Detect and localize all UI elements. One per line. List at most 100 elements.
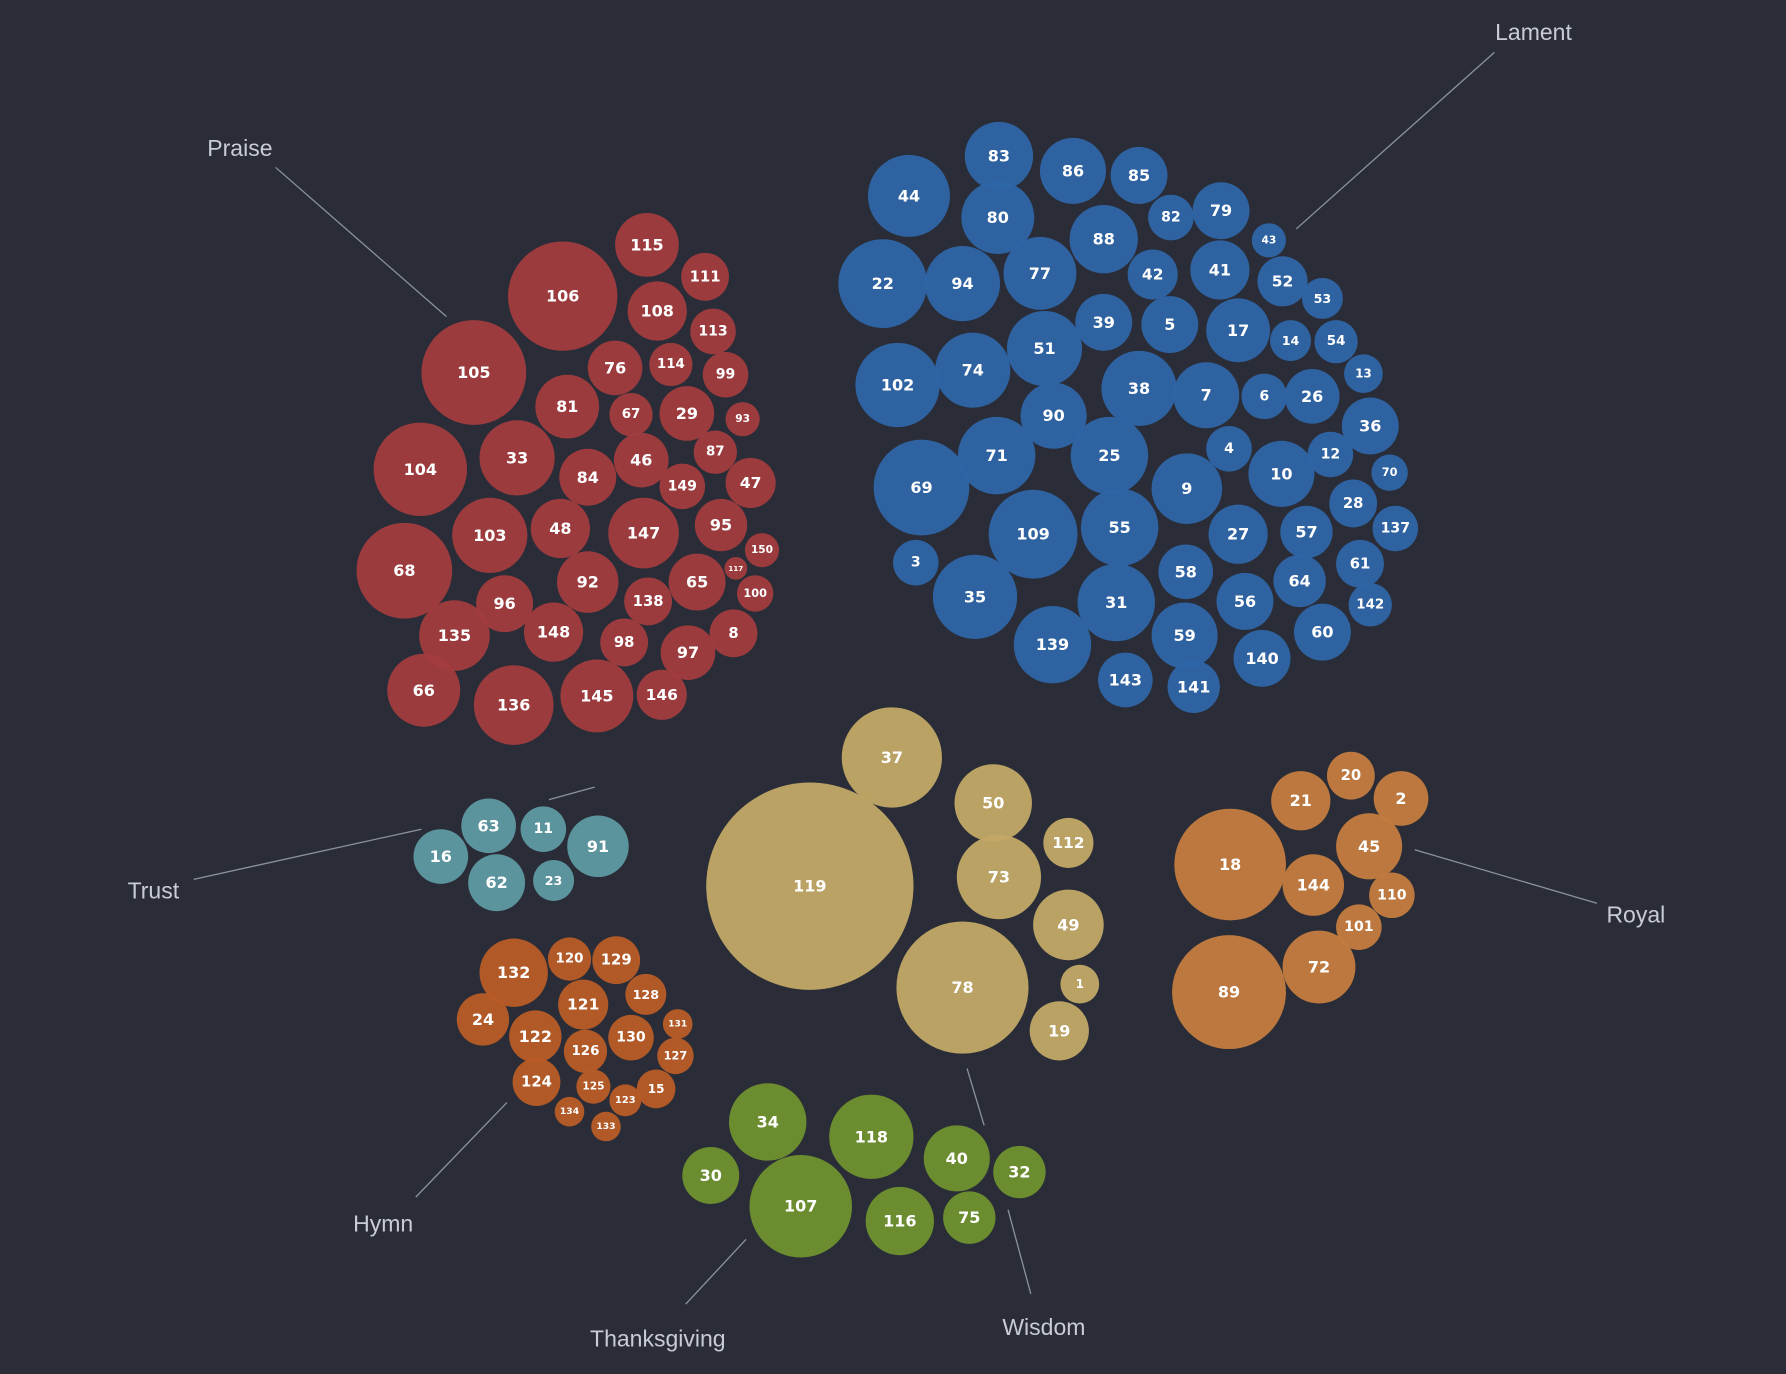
bubble-psalm-25[interactable]: 25 <box>1070 416 1149 495</box>
bubble-psalm-68[interactable]: 68 <box>356 522 453 619</box>
bubble-circle[interactable] <box>924 246 1001 322</box>
bubble-circle[interactable] <box>1148 194 1194 241</box>
bubble-psalm-106[interactable]: 106 <box>508 241 618 351</box>
bubble-circle[interactable] <box>961 181 1035 255</box>
bubble-psalm-42[interactable]: 42 <box>1127 249 1178 300</box>
bubble-circle[interactable] <box>1341 397 1399 455</box>
bubble-circle[interactable] <box>1273 554 1326 608</box>
bubble-circle[interactable] <box>1280 505 1333 559</box>
bubble-circle[interactable] <box>1029 1001 1089 1061</box>
bubble-circle[interactable] <box>865 1186 935 1256</box>
bubble-psalm-126[interactable]: 126 <box>563 1029 608 1073</box>
bubble-psalm-101[interactable]: 101 <box>1336 904 1382 950</box>
bubble-circle[interactable] <box>1216 572 1274 630</box>
bubble-circle[interactable] <box>1013 605 1092 684</box>
bubble-circle[interactable] <box>1336 904 1382 950</box>
bubble-circle[interactable] <box>668 553 726 611</box>
bubble-psalm-118[interactable]: 118 <box>829 1094 914 1179</box>
bubble-psalm-119[interactable]: 119 <box>706 782 914 990</box>
bubble-circle[interactable] <box>636 669 687 720</box>
bubble-circle[interactable] <box>1233 629 1291 687</box>
bubble-psalm-48[interactable]: 48 <box>530 498 591 559</box>
bubble-psalm-135[interactable]: 135 <box>419 600 490 671</box>
bubble-psalm-122[interactable]: 122 <box>509 1010 562 1063</box>
bubble-psalm-145[interactable]: 145 <box>560 659 634 733</box>
bubble-circle[interactable] <box>1151 453 1223 524</box>
bubble-psalm-76[interactable]: 76 <box>587 340 643 396</box>
bubble-circle[interactable] <box>508 241 618 351</box>
bubble-psalm-47[interactable]: 47 <box>725 457 776 509</box>
bubble-circle[interactable] <box>932 554 1018 639</box>
bubble-psalm-77[interactable]: 77 <box>1003 236 1077 310</box>
bubble-circle[interactable] <box>659 463 706 510</box>
bubble-circle[interactable] <box>649 342 693 387</box>
bubble-psalm-65[interactable]: 65 <box>668 553 726 611</box>
bubble-circle[interactable] <box>1192 182 1250 240</box>
bubble-psalm-114[interactable]: 114 <box>649 342 693 387</box>
bubble-circle[interactable] <box>1284 369 1340 424</box>
bubble-circle[interactable] <box>576 1069 611 1104</box>
bubble-psalm-46[interactable]: 46 <box>613 432 669 488</box>
bubble-circle[interactable] <box>1127 249 1178 300</box>
bubble-psalm-107[interactable]: 107 <box>749 1154 852 1258</box>
bubble-psalm-12[interactable]: 12 <box>1307 431 1354 478</box>
bubble-psalm-137[interactable]: 137 <box>1372 505 1419 552</box>
bubble-circle[interactable] <box>1270 320 1312 362</box>
bubble-circle[interactable] <box>556 551 619 613</box>
bubble-circle[interactable] <box>660 625 716 681</box>
bubble-psalm-71[interactable]: 71 <box>957 416 1036 495</box>
bubble-psalm-51[interactable]: 51 <box>1006 310 1083 387</box>
bubble-circle[interactable] <box>600 618 649 667</box>
bubble-circle[interactable] <box>855 342 940 428</box>
bubble-psalm-28[interactable]: 28 <box>1329 479 1378 528</box>
bubble-circle[interactable] <box>954 764 1032 842</box>
bubble-circle[interactable] <box>1080 488 1159 567</box>
bubble-circle[interactable] <box>1208 504 1268 564</box>
bubble-circle[interactable] <box>1248 440 1315 507</box>
bubble-psalm-21[interactable]: 21 <box>1271 771 1331 831</box>
bubble-psalm-79[interactable]: 79 <box>1192 182 1250 240</box>
bubble-circle[interactable] <box>1110 146 1168 204</box>
bubble-psalm-91[interactable]: 91 <box>567 815 629 878</box>
bubble-psalm-19[interactable]: 19 <box>1029 1001 1089 1061</box>
bubble-psalm-14[interactable]: 14 <box>1270 320 1312 362</box>
bubble-circle[interactable] <box>1251 223 1286 258</box>
bubble-circle[interactable] <box>725 457 776 509</box>
bubble-circle[interactable] <box>829 1094 914 1179</box>
bubble-circle[interactable] <box>1344 354 1383 393</box>
bubble-psalm-34[interactable]: 34 <box>728 1083 807 1161</box>
bubble-psalm-41[interactable]: 41 <box>1190 240 1250 300</box>
bubble-circle[interactable] <box>512 1058 561 1106</box>
bubble-circle[interactable] <box>1329 479 1378 528</box>
bubble-psalm-123[interactable]: 123 <box>609 1084 642 1117</box>
bubble-circle[interactable] <box>559 448 617 506</box>
bubble-psalm-90[interactable]: 90 <box>1020 382 1087 449</box>
bubble-psalm-142[interactable]: 142 <box>1348 583 1392 627</box>
bubble-psalm-117[interactable]: 117 <box>724 556 748 580</box>
bubble-psalm-45[interactable]: 45 <box>1336 813 1403 880</box>
bubble-psalm-82[interactable]: 82 <box>1148 194 1194 241</box>
bubble-psalm-94[interactable]: 94 <box>924 246 1001 322</box>
bubble-psalm-115[interactable]: 115 <box>615 212 679 277</box>
bubble-psalm-125[interactable]: 125 <box>576 1069 611 1104</box>
bubble-circle[interactable] <box>744 533 780 568</box>
bubble-circle[interactable] <box>1151 602 1218 669</box>
bubble-psalm-141[interactable]: 141 <box>1167 660 1220 714</box>
bubble-psalm-83[interactable]: 83 <box>964 121 1034 191</box>
bubble-psalm-40[interactable]: 40 <box>923 1125 990 1192</box>
bubble-psalm-139[interactable]: 139 <box>1013 605 1092 684</box>
bubble-psalm-9[interactable]: 9 <box>1151 453 1223 524</box>
bubble-psalm-88[interactable]: 88 <box>1069 205 1138 274</box>
bubble-circle[interactable] <box>560 659 634 733</box>
bubble-circle[interactable] <box>956 834 1042 920</box>
bubble-circle[interactable] <box>935 332 1011 408</box>
bubble-psalm-57[interactable]: 57 <box>1280 505 1333 559</box>
bubble-psalm-84[interactable]: 84 <box>559 448 617 506</box>
bubble-circle[interactable] <box>479 938 548 1007</box>
bubble-circle[interactable] <box>1206 298 1271 363</box>
bubble-psalm-32[interactable]: 32 <box>993 1145 1046 1199</box>
bubble-psalm-95[interactable]: 95 <box>694 498 748 552</box>
bubble-psalm-60[interactable]: 60 <box>1293 603 1351 661</box>
bubble-circle[interactable] <box>479 420 555 496</box>
bubble-circle[interactable] <box>636 1069 676 1109</box>
